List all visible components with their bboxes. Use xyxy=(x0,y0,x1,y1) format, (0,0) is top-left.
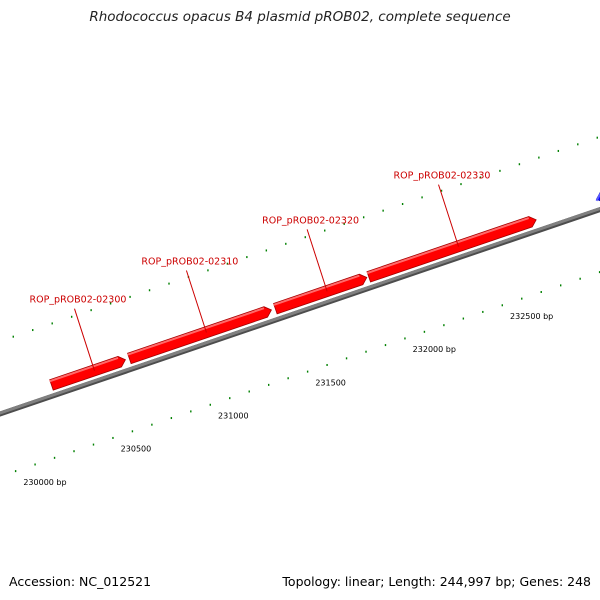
tick-label: 230500 xyxy=(121,445,152,454)
tick-label: 230000 bp xyxy=(23,478,66,487)
gene-body xyxy=(49,356,126,391)
tick-label: 231500 xyxy=(315,378,346,387)
label-leader xyxy=(306,229,328,292)
sequence-backbone xyxy=(0,207,600,415)
gene-highlight xyxy=(49,357,119,383)
topology-summary: Topology: linear; Length: 244,997 bp; Ge… xyxy=(282,574,591,589)
gene-highlight xyxy=(273,274,360,306)
label-leader xyxy=(438,184,459,247)
gene-body xyxy=(273,273,368,315)
gene-body xyxy=(366,216,537,283)
tick-label: 232000 bp xyxy=(413,345,456,354)
gene-label: ROP_pROB02-02320 xyxy=(262,215,359,226)
label-leader xyxy=(74,308,95,371)
gene-highlight xyxy=(366,217,530,275)
label-leader xyxy=(185,270,207,333)
map-title: Rhodococcus opacus B4 plasmid pROB02, co… xyxy=(89,9,511,25)
gene-body xyxy=(127,306,272,365)
gene-arrow[interactable] xyxy=(273,273,368,315)
backbone-shadow xyxy=(0,206,600,417)
tick-label: 232500 bp xyxy=(510,312,553,321)
gene-arrow[interactable] xyxy=(49,356,126,391)
gene-label: ROP_pROB02-02300 xyxy=(29,295,126,306)
gene-label: ROP_pROB02-02330 xyxy=(394,171,491,182)
gene-arrow[interactable] xyxy=(595,151,600,203)
gene-label: ROP_pROB02-02310 xyxy=(141,257,238,268)
tick-label: 231000 xyxy=(218,411,249,420)
gene-highlight xyxy=(127,307,265,356)
accession-text: Accession: NC_012521 xyxy=(9,574,152,589)
gene-arrow[interactable] xyxy=(127,306,272,365)
gene-arrow[interactable] xyxy=(366,216,537,283)
